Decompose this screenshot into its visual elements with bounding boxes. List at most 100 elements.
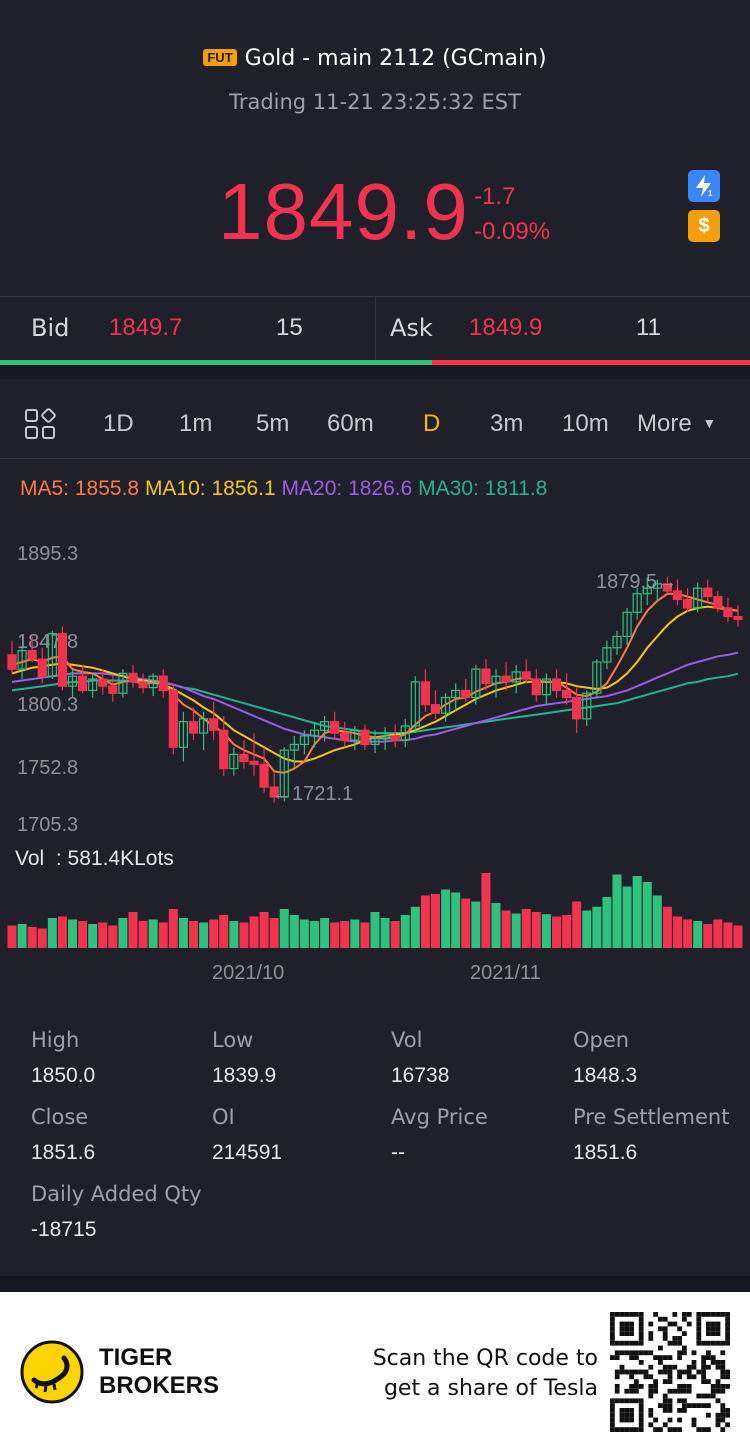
promo-line-2: get a share of Tesla [383, 1376, 598, 1401]
ma20-value: MA20: 1826.6 [281, 477, 413, 500]
last-price: 1849.9 [218, 167, 469, 256]
divider [375, 296, 376, 360]
candle-body [713, 596, 723, 609]
ma30-value: MA30: 1811.8 [418, 477, 548, 500]
tab-3m[interactable]: 3m [490, 410, 524, 437]
candle-body [531, 678, 541, 696]
tab-5m[interactable]: 5m [256, 410, 290, 437]
volume-bar [693, 921, 703, 948]
tab-60m[interactable]: 60m [327, 410, 374, 437]
volume-bar [683, 919, 693, 948]
candle-body [602, 647, 612, 663]
volume-bar [199, 922, 209, 948]
volume-bar [17, 924, 27, 948]
volume-bar [320, 918, 330, 948]
tab-more[interactable]: More ▼ [637, 410, 716, 438]
candle-body [662, 583, 673, 592]
volume-bar [723, 922, 733, 948]
candle-body [410, 681, 420, 727]
candle-body [420, 681, 431, 706]
volume-bar [662, 906, 672, 948]
volume-bar [592, 906, 602, 948]
stat-label: OI [212, 1105, 235, 1129]
bid-label: Bid [31, 314, 70, 342]
candle-body [98, 678, 108, 687]
lightning-icon[interactable]: 1 [688, 170, 720, 202]
candle-body [47, 632, 57, 677]
candle-body [561, 689, 572, 699]
volume-bar [501, 910, 511, 948]
candle-body [128, 672, 138, 683]
volume-bar [562, 915, 572, 948]
price-tick: 1705.3 [17, 814, 79, 836]
stat-value: 1851.6 [573, 1141, 638, 1164]
low-annotation-value: 1721.1 [292, 783, 354, 805]
candlestick-chart[interactable] [0, 540, 750, 980]
candle-body [77, 675, 88, 692]
candle-body [118, 672, 128, 694]
candle-body [461, 689, 471, 699]
candle-body [239, 753, 249, 763]
volume-bar [632, 876, 642, 948]
high-annotation-value: 1879.5 [596, 571, 658, 593]
candle-body [592, 661, 602, 694]
stat-value: -18715 [31, 1218, 97, 1241]
volume-bar [471, 901, 481, 948]
volume-bar [78, 921, 88, 948]
stat-label: High [31, 1028, 80, 1052]
candle-body [582, 692, 592, 720]
dollar-icon[interactable]: $ [688, 210, 720, 242]
candle-body [481, 668, 491, 684]
candle-body [7, 654, 17, 670]
candle-body [380, 735, 390, 740]
qr-code-icon[interactable] [610, 1312, 730, 1432]
tab-1d[interactable]: 1D [103, 410, 134, 437]
candle-body [330, 721, 340, 734]
candle-body [148, 675, 158, 689]
stat-value: -- [391, 1141, 405, 1164]
tab-10m[interactable]: 10m [562, 410, 609, 437]
volume-bar [299, 919, 309, 948]
stat-value: 1839.9 [212, 1064, 277, 1087]
ma-legend: MA5: 1855.8 MA10: 1856.1 MA20: 1826.6 MA… [20, 477, 547, 501]
volume-bar [380, 918, 390, 948]
candle-body [138, 681, 148, 689]
volume-bar [219, 915, 229, 948]
volume-bar [642, 882, 652, 948]
volume-bar [249, 916, 259, 948]
high-annotation: 1879.5→ [596, 571, 677, 594]
stat-value: 1851.6 [31, 1141, 96, 1164]
candle-body [108, 685, 118, 694]
volume-bar [572, 901, 582, 948]
candle-body [67, 675, 78, 687]
candle-body [471, 668, 481, 699]
volume-bar [118, 918, 128, 948]
bid-quantity: 15 [276, 314, 303, 341]
volume-bar [239, 922, 249, 948]
volume-bar [431, 894, 440, 948]
tab-1m[interactable]: 1m [179, 410, 213, 437]
price-tick: 1800.3 [17, 694, 79, 716]
candle-body [572, 696, 582, 720]
stat-value: 16738 [391, 1064, 450, 1087]
grid-layout-icon[interactable] [24, 408, 56, 444]
volume-bar [209, 919, 219, 948]
price-tick: 1895.3 [17, 543, 79, 565]
stat-value: 1848.3 [573, 1064, 638, 1087]
ma5-value: MA5: 1855.8 [20, 477, 140, 500]
candle-body [622, 611, 632, 638]
brand-line-2: BROKERS [99, 1372, 220, 1399]
volume-bar [88, 924, 98, 948]
divider [0, 458, 750, 459]
bid-price: 1849.7 [109, 314, 183, 341]
volume-bar [703, 924, 713, 948]
volume-bar [310, 921, 319, 948]
volume-bar [340, 921, 350, 948]
section-gap [0, 1276, 750, 1292]
candle-body [491, 675, 501, 684]
candle-body [733, 615, 743, 620]
volume-bar [481, 873, 491, 948]
tab-day[interactable]: D [423, 410, 441, 437]
volume-bar [138, 921, 148, 948]
bid-ask-ratio-bar [0, 360, 750, 365]
